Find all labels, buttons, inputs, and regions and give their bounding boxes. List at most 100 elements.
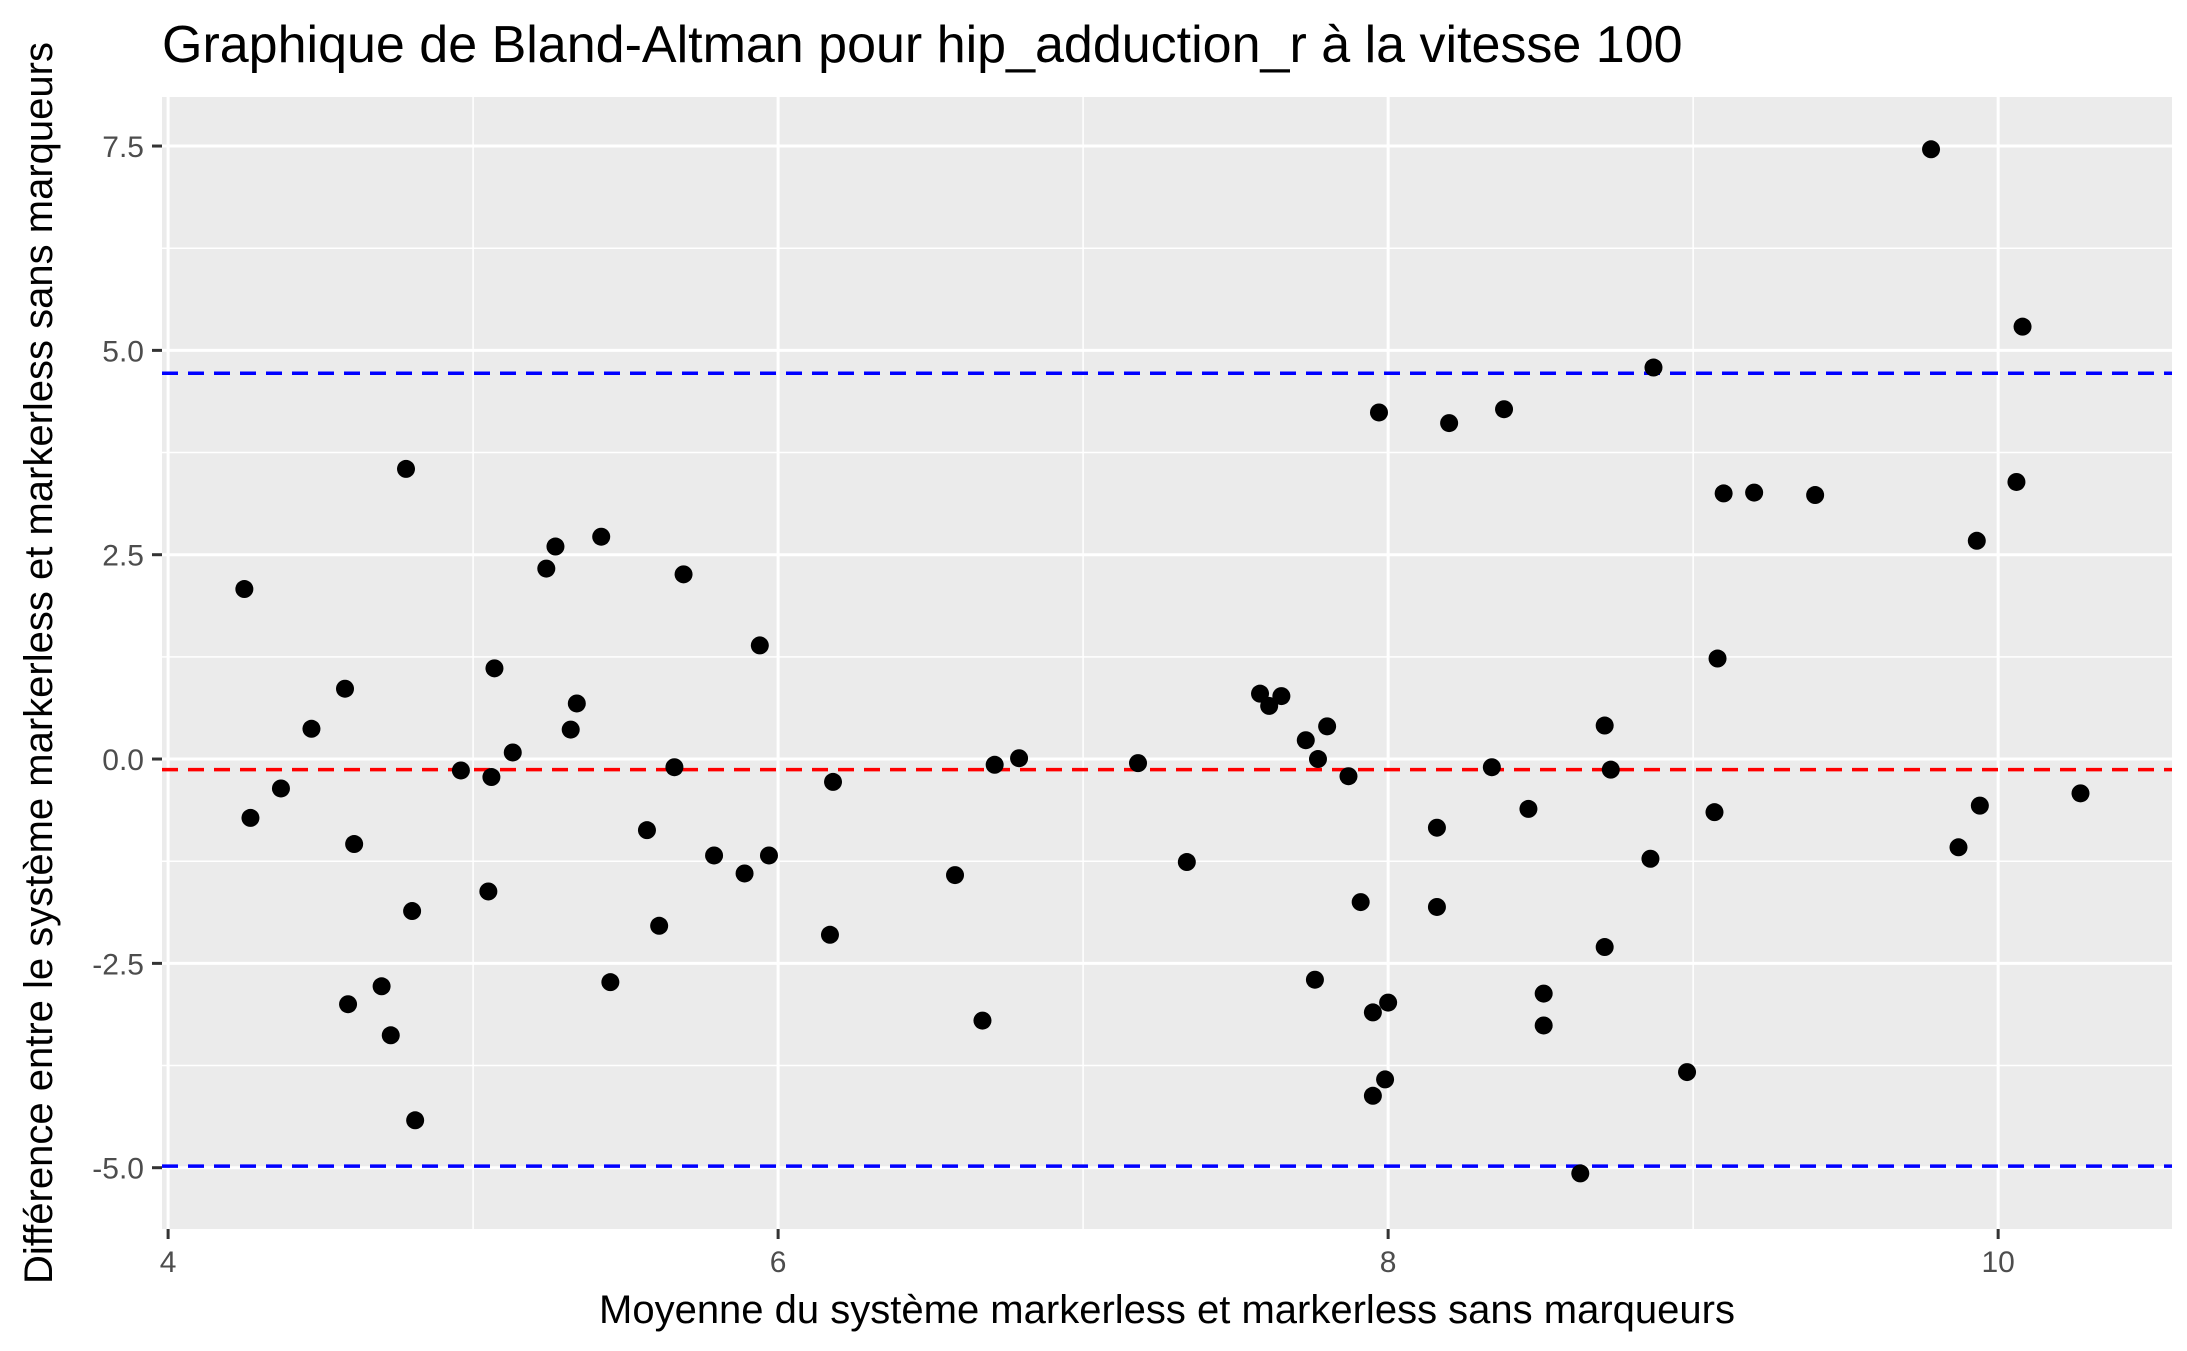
x-tick-label: 6 xyxy=(770,1246,787,1279)
data-point xyxy=(1427,897,1446,916)
y-tick-label: -5.0 xyxy=(92,1153,144,1186)
data-point xyxy=(1745,483,1764,502)
data-point xyxy=(750,636,769,655)
data-point xyxy=(665,758,684,777)
y-tick-label: 2.5 xyxy=(102,540,144,573)
data-point xyxy=(1260,696,1279,715)
data-point xyxy=(339,995,358,1014)
data-point xyxy=(637,821,656,840)
data-point xyxy=(601,973,620,992)
data-point xyxy=(1967,531,1986,550)
data-point xyxy=(397,459,416,478)
data-point xyxy=(271,779,290,798)
data-point xyxy=(561,720,580,739)
data-point xyxy=(1519,799,1538,818)
plot-panel xyxy=(162,97,2172,1229)
data-point xyxy=(2071,784,2090,803)
data-point xyxy=(1970,796,1989,815)
data-point xyxy=(241,808,260,827)
data-point xyxy=(592,527,611,546)
x-tick-label: 10 xyxy=(1981,1246,2014,1279)
data-point xyxy=(1379,993,1398,1012)
y-axis-title: Différence entre le système markerless e… xyxy=(17,42,61,1284)
data-point xyxy=(946,866,965,885)
data-point xyxy=(451,761,470,780)
data-point xyxy=(1129,754,1148,773)
data-point xyxy=(485,659,504,678)
data-point xyxy=(2013,317,2032,336)
data-point xyxy=(1641,849,1660,868)
data-point xyxy=(1644,358,1663,377)
data-point xyxy=(302,719,321,738)
y-axis: -5.0 -2.5 0.0 2.5 5.0 7.5 xyxy=(92,131,162,1186)
data-point xyxy=(1376,1070,1395,1089)
data-point xyxy=(1708,649,1727,668)
data-point xyxy=(1010,749,1029,768)
data-point xyxy=(1363,1086,1382,1105)
data-point xyxy=(985,755,1004,774)
data-point xyxy=(1534,984,1553,1003)
data-point xyxy=(674,565,693,584)
data-point xyxy=(345,835,364,854)
x-axis: 4 6 8 10 xyxy=(160,1229,2015,1279)
x-tick-label: 8 xyxy=(1380,1246,1397,1279)
data-point xyxy=(235,580,254,599)
data-point xyxy=(381,1026,400,1045)
data-point xyxy=(1571,1164,1590,1183)
data-point xyxy=(1363,1003,1382,1022)
data-point xyxy=(1251,684,1270,703)
data-point xyxy=(1949,838,1968,857)
y-tick-label: 0.0 xyxy=(102,744,144,777)
data-point xyxy=(1308,750,1327,769)
data-point xyxy=(650,916,669,935)
data-point xyxy=(824,772,843,791)
data-point xyxy=(1705,803,1724,822)
x-axis-title: Moyenne du système markerless et markerl… xyxy=(599,1288,1735,1332)
data-point xyxy=(1177,853,1196,872)
data-point xyxy=(1534,1016,1553,1035)
y-tick-label: -2.5 xyxy=(92,948,144,981)
data-point xyxy=(1427,818,1446,837)
data-point xyxy=(1922,140,1941,159)
data-point xyxy=(735,864,754,883)
x-tick-label: 4 xyxy=(160,1246,177,1279)
data-point xyxy=(1296,731,1315,750)
data-point xyxy=(482,768,501,787)
data-point xyxy=(336,679,355,698)
data-points xyxy=(235,140,2090,1183)
chart-title: Graphique de Bland-Altman pour hip_adduc… xyxy=(162,16,1683,74)
grid-minor xyxy=(162,97,2172,1229)
data-point xyxy=(1339,767,1358,786)
data-point xyxy=(1440,414,1459,433)
data-point xyxy=(2007,472,2026,491)
data-point xyxy=(973,1011,992,1030)
data-point xyxy=(372,977,391,996)
data-point xyxy=(1714,484,1733,503)
data-point xyxy=(1678,1063,1697,1082)
y-tick-label: 7.5 xyxy=(102,131,144,164)
data-point xyxy=(1595,938,1614,957)
data-point xyxy=(1482,758,1501,777)
reference-lines xyxy=(162,371,2172,1168)
data-point xyxy=(1351,893,1370,912)
data-point xyxy=(537,559,556,578)
y-tick-label: 5.0 xyxy=(102,335,144,368)
data-point xyxy=(820,925,839,944)
data-point xyxy=(1601,760,1620,779)
data-point xyxy=(503,743,522,762)
data-point xyxy=(1305,970,1324,989)
data-point xyxy=(1369,403,1388,422)
data-point xyxy=(1595,716,1614,735)
data-point xyxy=(759,846,778,865)
data-point xyxy=(546,537,565,556)
data-point xyxy=(479,882,498,901)
data-point xyxy=(1272,687,1291,706)
data-point xyxy=(406,1111,425,1130)
data-point xyxy=(1318,717,1337,736)
data-point xyxy=(1806,486,1825,505)
data-point xyxy=(403,902,422,921)
data-point xyxy=(705,846,724,865)
data-point xyxy=(1495,400,1514,419)
data-point xyxy=(567,694,586,713)
